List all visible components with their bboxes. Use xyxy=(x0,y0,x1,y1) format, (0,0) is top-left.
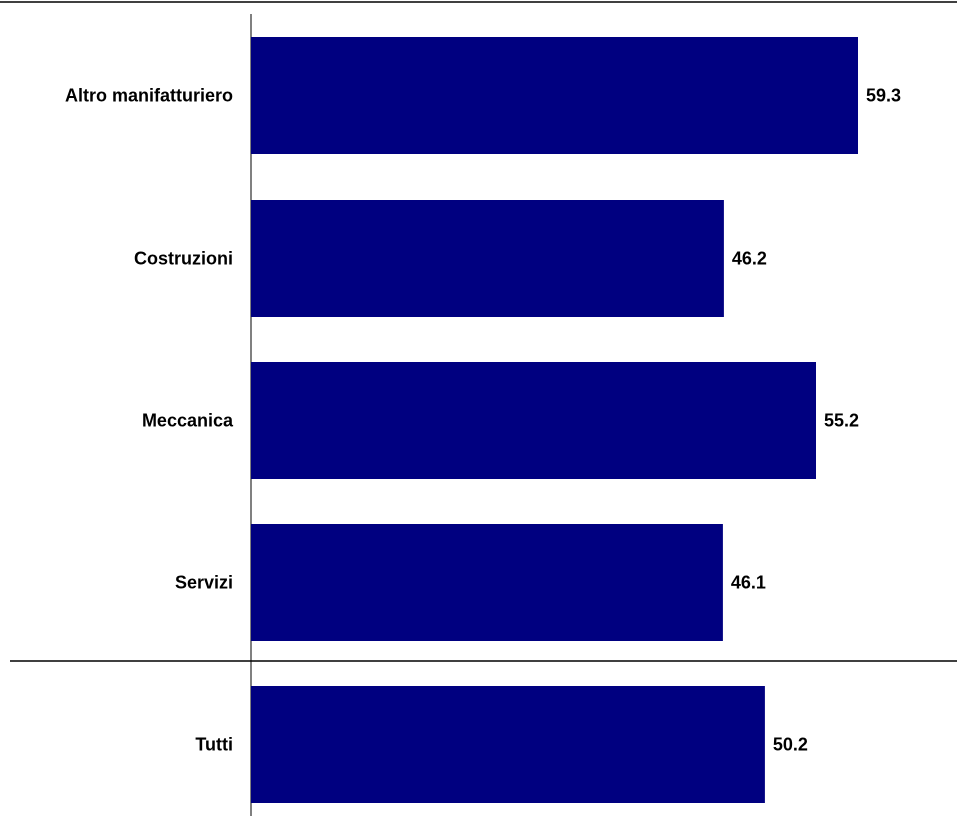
bar-tutti xyxy=(251,686,765,803)
value-label-meccanica: 55.2 xyxy=(824,411,859,431)
value-label-costruzioni: 46.2 xyxy=(732,249,767,269)
bar-meccanica xyxy=(251,362,816,479)
value-label-tutti: 50.2 xyxy=(773,735,808,755)
bar-altro-manifatturiero xyxy=(251,37,858,154)
category-label-tutti: Tutti xyxy=(195,735,233,755)
value-labels-group: 59.3 46.2 55.2 46.1 50.2 xyxy=(731,86,901,755)
category-label-altro-manifatturiero: Altro manifatturiero xyxy=(65,86,233,106)
category-label-servizi: Servizi xyxy=(175,573,233,593)
category-label-costruzioni: Costruzioni xyxy=(134,249,233,269)
bar-servizi xyxy=(251,524,723,641)
bars-group xyxy=(251,37,858,803)
value-label-altro-manifatturiero: 59.3 xyxy=(866,86,901,106)
bar-costruzioni xyxy=(251,200,724,317)
value-label-servizi: 46.1 xyxy=(731,573,766,593)
category-labels-group: Altro manifatturiero Costruzioni Meccanica… xyxy=(65,86,234,755)
category-label-meccanica: Meccanica xyxy=(142,411,234,431)
